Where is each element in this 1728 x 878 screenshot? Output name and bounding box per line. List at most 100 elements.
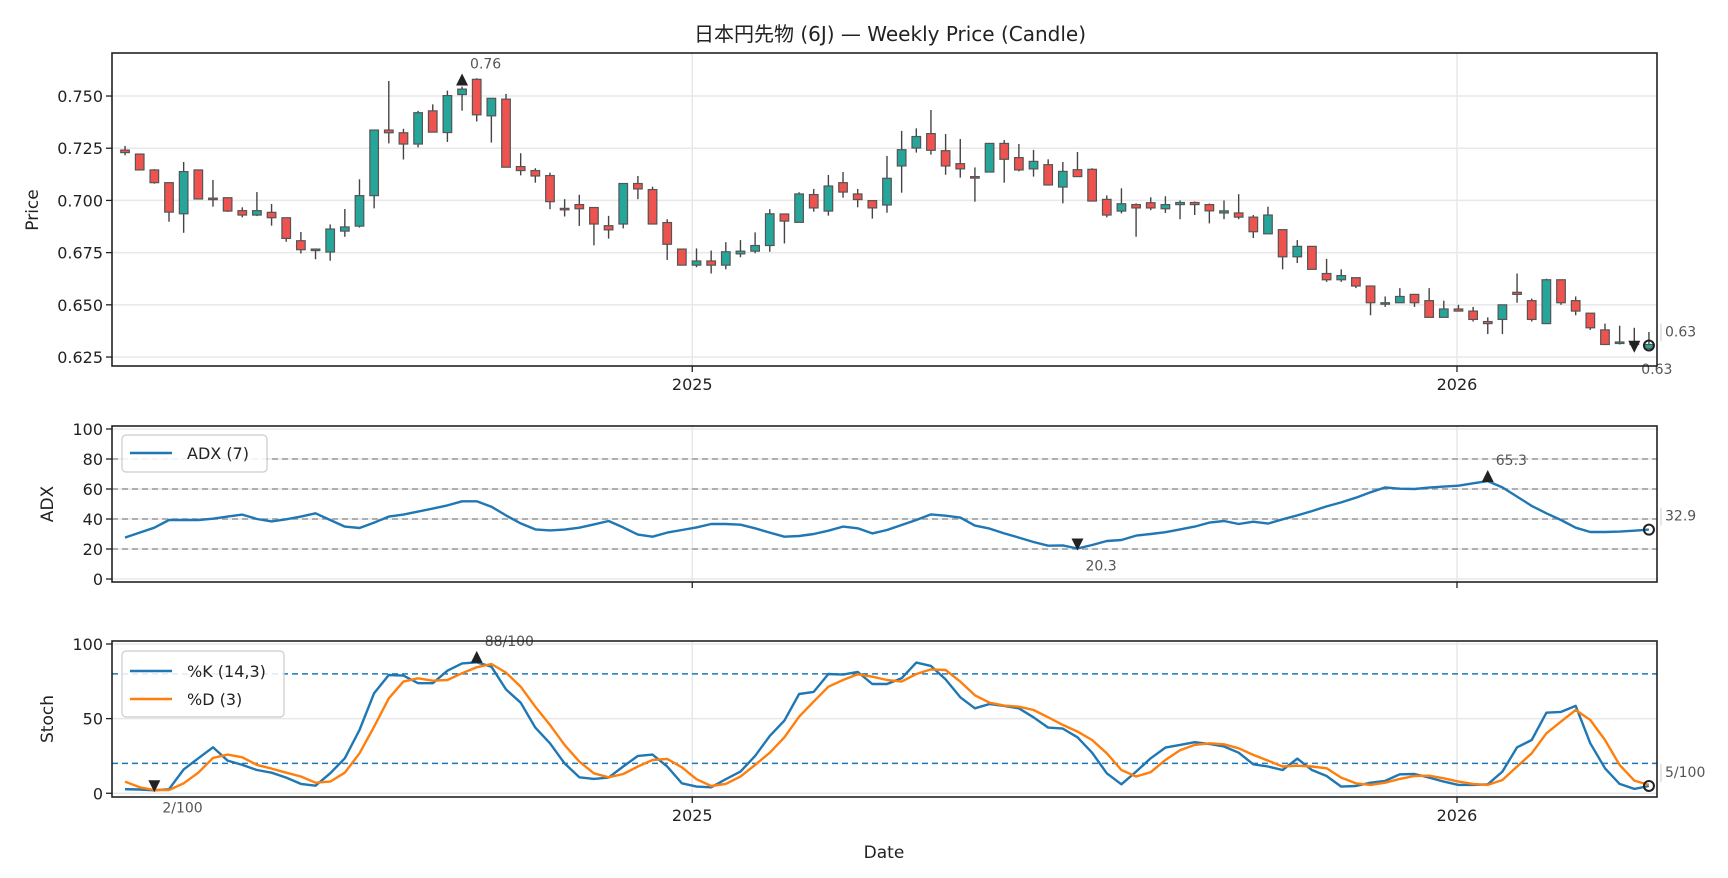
candle — [383, 80, 394, 144]
candle — [632, 175, 643, 200]
stoch-legend: %K (14,3) %D (3) — [121, 650, 285, 718]
candle — [281, 217, 292, 242]
candle-body — [1248, 216, 1259, 233]
price-y-axis-label: Price — [23, 189, 43, 230]
adx-legend: ADX (7) — [121, 434, 268, 473]
candle-body — [1204, 203, 1215, 212]
candle — [369, 129, 380, 209]
candle — [354, 179, 365, 228]
candle-body — [1028, 160, 1039, 170]
adx-y-tick-label: 0 — [93, 570, 103, 589]
candle-body — [193, 169, 204, 200]
adx-y-tick-label: 20 — [83, 540, 103, 559]
candle-body — [1101, 198, 1112, 216]
candle — [413, 110, 423, 148]
price-x-tick-label: 2025 — [672, 375, 713, 394]
price-y-tick-label: 0.625 — [57, 348, 103, 367]
candle-body — [457, 88, 467, 96]
candle — [178, 161, 189, 233]
stoch-x-tick-label: 2025 — [672, 806, 713, 825]
candle — [339, 208, 350, 237]
candle-body — [1307, 245, 1317, 270]
candle-body — [222, 197, 233, 212]
candle-body — [896, 149, 907, 167]
candle — [1512, 273, 1522, 303]
candle — [501, 93, 511, 168]
candle-body — [603, 225, 614, 231]
candle-body — [750, 244, 761, 252]
candle — [193, 169, 204, 200]
adx-y-tick-label: 80 — [83, 450, 103, 469]
candle-body — [1292, 245, 1303, 258]
candle — [1131, 203, 1141, 237]
candle — [911, 128, 922, 153]
stoch-max-label: 88/100 — [485, 634, 534, 650]
candle-body — [1512, 291, 1522, 295]
candle-body — [1600, 329, 1610, 346]
min-marker-down-triangle-icon — [148, 780, 161, 793]
candle — [1600, 323, 1610, 346]
candle — [662, 219, 673, 260]
candle-body — [632, 182, 643, 190]
candle-body — [325, 228, 336, 253]
candle — [852, 188, 863, 208]
candle — [794, 192, 804, 223]
stoch-axes-frame — [111, 640, 1658, 798]
candle — [1307, 245, 1317, 270]
candle — [120, 145, 130, 156]
candle — [1219, 200, 1229, 220]
candle-body — [1116, 203, 1127, 212]
stoch-min-label: 2/100 — [162, 800, 202, 816]
last-value-circle-marker — [1642, 779, 1655, 792]
price-panel: 0.625 0.650 0.675 0.700 0.725 0.750 2025 2026 0.… — [57, 52, 1696, 394]
candle — [545, 172, 555, 210]
stoch-x-tick-label: 2026 — [1437, 806, 1478, 825]
adx-y-axis-label: ADX — [38, 485, 58, 522]
candle — [970, 167, 980, 202]
candle-body — [955, 163, 966, 170]
candle-body — [1277, 229, 1288, 258]
candle — [896, 130, 907, 193]
candle-body — [662, 221, 673, 245]
candle-body — [1556, 279, 1566, 304]
candle — [252, 192, 262, 217]
candle — [1585, 312, 1596, 330]
candle — [1043, 159, 1054, 186]
candle-body — [1350, 277, 1361, 287]
candle-body — [764, 213, 775, 247]
candle-body — [1160, 203, 1171, 210]
legend-label-d: %D (3) — [187, 690, 242, 709]
candle-body — [530, 169, 541, 177]
candle — [457, 86, 467, 111]
candle-body — [1614, 341, 1625, 345]
candle-body — [618, 182, 629, 225]
candle-body — [295, 240, 306, 251]
candle — [325, 224, 336, 261]
price-y-tick-label: 0.725 — [57, 139, 103, 158]
candle-body — [1013, 157, 1024, 171]
candle-body — [1541, 279, 1552, 325]
candle — [1204, 203, 1215, 224]
candle-body — [1570, 300, 1581, 312]
candle-body — [1453, 308, 1464, 312]
candle-body — [1233, 212, 1244, 218]
candle-body — [1394, 295, 1405, 304]
candle-body — [1468, 310, 1479, 321]
candle-body — [911, 135, 922, 149]
candle — [603, 215, 614, 239]
candle — [1453, 304, 1464, 312]
price-y-tick-label: 0.700 — [57, 191, 103, 210]
candle — [471, 78, 482, 122]
candle-body — [1380, 302, 1391, 305]
candle — [706, 250, 717, 274]
max-marker-up-triangle-icon — [456, 73, 469, 86]
candle — [750, 232, 761, 254]
candle-body — [149, 169, 160, 184]
stoch-y-tick-label: 100 — [72, 635, 103, 654]
stoch-series-line-0 — [124, 661, 1650, 792]
candle-body — [545, 174, 555, 203]
candle — [735, 240, 746, 258]
stoch-y-tick-label: 0 — [93, 784, 103, 803]
price-max-label: 0.76 — [470, 57, 501, 73]
candle-body — [442, 94, 453, 134]
